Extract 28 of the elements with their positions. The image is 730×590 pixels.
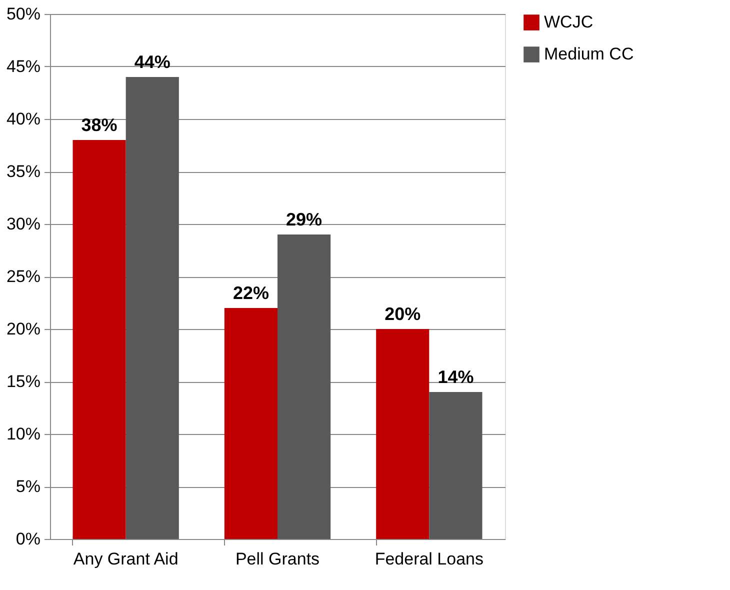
data-label: 22% (232, 283, 269, 303)
data-label: 44% (134, 52, 170, 72)
data-label: 20% (384, 304, 421, 324)
y-tick-label: 20% (6, 320, 40, 338)
y-tick-label: 50% (6, 4, 40, 24)
y-tick-label: 0% (16, 530, 40, 548)
data-label: 14% (438, 367, 474, 387)
y-tick-label: 40% (6, 110, 40, 128)
legend-label: Medium CC (544, 44, 634, 64)
y-tick-label: 15% (6, 372, 40, 391)
bar (126, 77, 179, 539)
y-tick-label: 35% (6, 162, 40, 181)
data-label: 38% (81, 115, 118, 135)
y-tick-label: 30% (6, 214, 40, 234)
x-tick-label: Any Grant Aid (73, 550, 178, 568)
legend-label: WCJC (544, 12, 594, 32)
data-label: 29% (286, 210, 322, 230)
x-tick-label: Federal Loans (374, 550, 484, 568)
bar (278, 234, 331, 539)
x-tick-label: Pell Grants (235, 550, 320, 568)
y-tick-label: 25% (6, 267, 40, 286)
bar (224, 308, 278, 539)
y-tick-label: 10% (6, 424, 40, 444)
y-tick-label: 5% (16, 477, 40, 496)
y-tick-label: 45% (6, 57, 40, 76)
bar (376, 329, 430, 539)
bar (429, 392, 482, 539)
bar (72, 140, 126, 539)
